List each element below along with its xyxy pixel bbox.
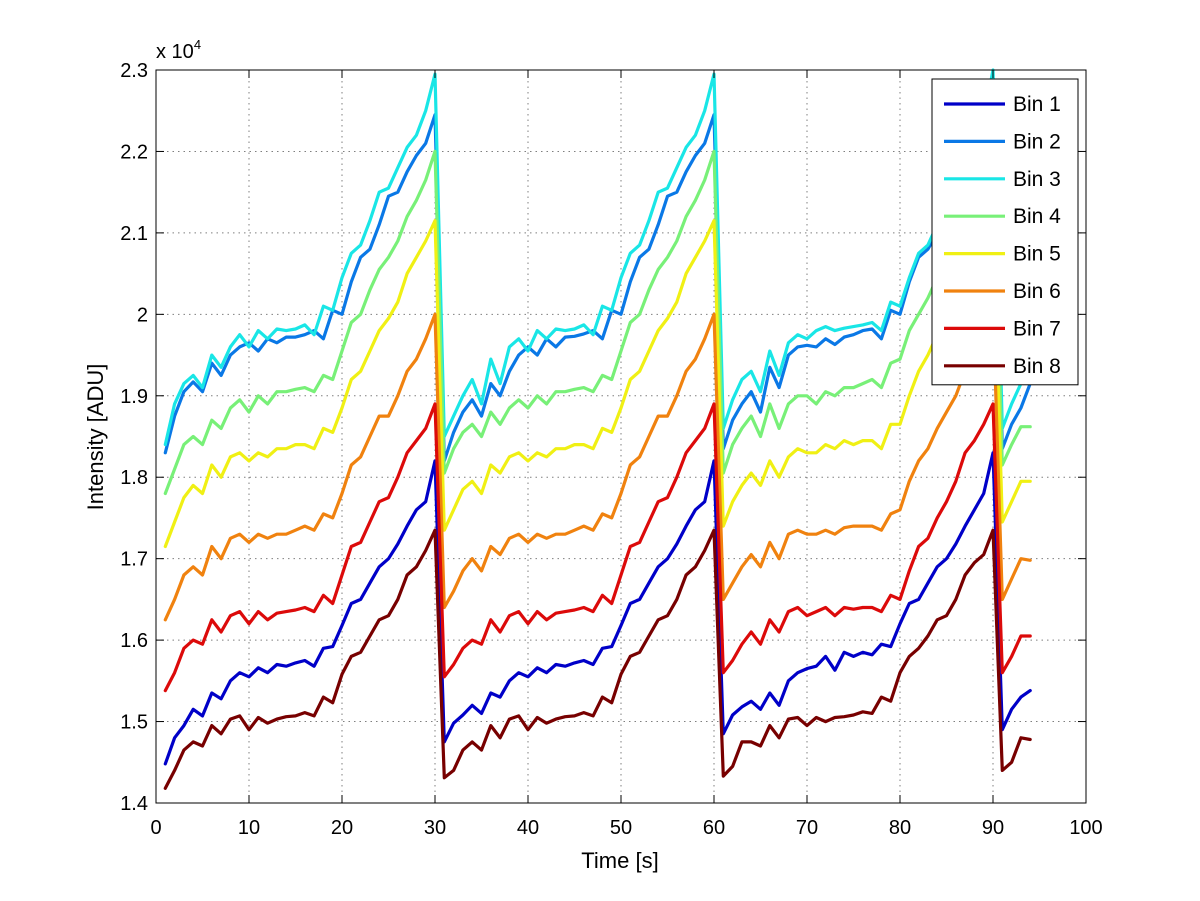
y-tick-label: 1.6: [120, 630, 148, 652]
legend-label-bin-3: Bin 3: [1013, 168, 1061, 191]
series-line-bin-6: [163, 304, 1032, 622]
x-tick-label: 20: [331, 817, 353, 839]
series-line-bin-7: [163, 402, 1032, 693]
y-tick-label: 1.9: [120, 386, 148, 408]
y-tick-label: 1.5: [120, 712, 148, 734]
y-tick-label: 1.4: [120, 793, 148, 815]
legend-label-bin-7: Bin 7: [1013, 317, 1061, 340]
y-exponent-power: 4: [194, 37, 201, 52]
series-line-bin-4: [163, 141, 1032, 496]
legend-label-bin-6: Bin 6: [1013, 280, 1061, 303]
y-exponent-base: x 10: [156, 41, 194, 63]
x-tick-label: 90: [982, 817, 1004, 839]
y-axis-label: Intensity [ADU]: [83, 364, 108, 511]
x-tick-label: 70: [796, 817, 818, 839]
legend-box: [931, 78, 1079, 386]
series-line-bin-8: [163, 528, 1032, 790]
x-tick-label: 80: [889, 817, 911, 839]
legend-label-bin-8: Bin 8: [1013, 355, 1061, 378]
series-line-bin-5: [163, 206, 1032, 549]
ticks: 0 10 20 30 40 50 60 70 80 90 100 1.4 1.5 1.6 1.7 1.8 1.9…: [120, 60, 1103, 839]
y-tick-label: 2.2: [120, 141, 148, 163]
y-tick-label: 2: [137, 304, 148, 326]
y-tick-label: 1.8: [120, 467, 148, 489]
x-axis-label: Time [s]: [581, 848, 658, 873]
x-tick-label: 50: [610, 817, 632, 839]
y-exponent-label: x 104: [156, 37, 201, 63]
x-tick-label: 0: [150, 817, 161, 839]
y-tick-label: 2.3: [120, 60, 148, 82]
y-tick-label: 1.7: [120, 549, 148, 571]
legend-label-bin-2: Bin 2: [1013, 130, 1061, 153]
x-tick-label: 60: [703, 817, 725, 839]
legend-label-bin-4: Bin 4: [1013, 205, 1061, 228]
legend: Bin 1 Bin 2 Bin 3 Bin 4 Bin 5 Bin 6 Bin 7 Bin 8: [931, 78, 1079, 386]
legend-label-bin-5: Bin 5: [1013, 243, 1061, 266]
series-line-bin-1: [163, 451, 1032, 766]
x-tick-label: 40: [517, 817, 539, 839]
x-tick-label: 10: [238, 817, 260, 839]
x-tick-label: 30: [424, 817, 446, 839]
x-tick-label: 100: [1069, 817, 1102, 839]
series-group: [163, 68, 1032, 790]
series-line-bin-3: [163, 68, 1032, 447]
series-line-bin-2: [163, 88, 1032, 463]
legend-label-bin-1: Bin 1: [1013, 93, 1061, 116]
y-tick-label: 2.1: [120, 223, 148, 245]
